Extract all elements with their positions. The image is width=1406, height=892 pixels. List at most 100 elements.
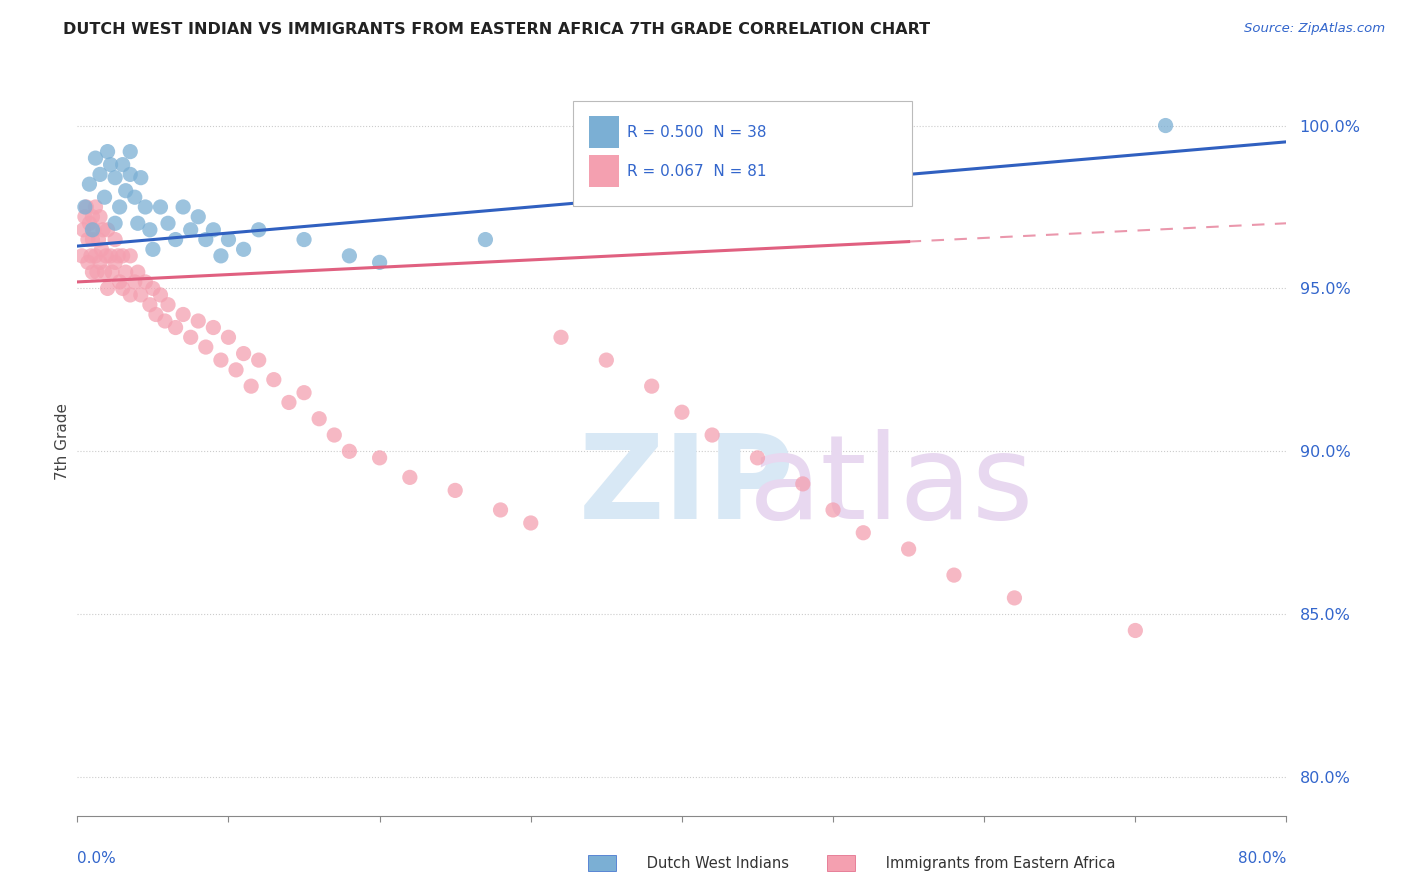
- Point: [157, 298, 180, 312]
- Point: [142, 281, 165, 295]
- Point: [93, 265, 115, 279]
- Point: [225, 363, 247, 377]
- Point: [82, 223, 104, 237]
- Point: [120, 288, 142, 302]
- Point: [72, 223, 94, 237]
- Point: [595, 353, 617, 368]
- Point: [108, 275, 131, 289]
- FancyBboxPatch shape: [588, 855, 616, 871]
- Point: [149, 200, 172, 214]
- Point: [82, 233, 104, 247]
- Point: [84, 249, 107, 263]
- Point: [79, 177, 101, 191]
- Text: Source: ZipAtlas.com: Source: ZipAtlas.com: [1244, 22, 1385, 36]
- Point: [129, 288, 152, 302]
- Point: [73, 200, 96, 214]
- Point: [247, 353, 270, 368]
- Point: [127, 265, 149, 279]
- Point: [111, 158, 134, 172]
- Point: [1154, 119, 1177, 133]
- Point: [153, 314, 176, 328]
- Point: [145, 308, 167, 322]
- Point: [91, 223, 114, 237]
- Point: [120, 249, 142, 263]
- Point: [73, 210, 96, 224]
- Point: [1123, 624, 1146, 638]
- Point: [671, 405, 693, 419]
- Point: [399, 470, 422, 484]
- Point: [278, 395, 301, 409]
- Point: [202, 320, 225, 334]
- Point: [520, 516, 543, 530]
- Point: [107, 249, 129, 263]
- Point: [77, 233, 100, 247]
- Point: [747, 450, 769, 465]
- Text: R = 0.067  N = 81: R = 0.067 N = 81: [627, 163, 768, 178]
- FancyBboxPatch shape: [589, 155, 619, 186]
- Text: 80.0%: 80.0%: [1239, 852, 1286, 866]
- Point: [337, 444, 360, 458]
- Point: [240, 379, 263, 393]
- Point: [308, 411, 330, 425]
- Point: [821, 503, 844, 517]
- Point: [100, 158, 122, 172]
- Point: [187, 210, 209, 224]
- Point: [852, 525, 875, 540]
- Point: [86, 265, 108, 279]
- Point: [157, 216, 180, 230]
- Point: [218, 330, 240, 344]
- Point: [104, 170, 127, 185]
- Point: [180, 223, 202, 237]
- Point: [111, 281, 134, 295]
- Point: [90, 243, 112, 257]
- FancyBboxPatch shape: [574, 101, 911, 205]
- Y-axis label: 7th Grade: 7th Grade: [55, 403, 70, 480]
- Point: [83, 223, 105, 237]
- Point: [75, 200, 97, 214]
- Point: [84, 200, 107, 214]
- Point: [1004, 591, 1026, 605]
- Point: [218, 233, 240, 247]
- Point: [108, 200, 131, 214]
- Point: [127, 216, 149, 230]
- Point: [142, 243, 165, 257]
- Point: [104, 255, 127, 269]
- Point: [165, 233, 187, 247]
- Point: [104, 216, 127, 230]
- Text: R = 0.500  N = 38: R = 0.500 N = 38: [627, 125, 768, 139]
- Point: [93, 190, 115, 204]
- Point: [180, 330, 202, 344]
- Point: [89, 168, 111, 182]
- Point: [474, 233, 496, 247]
- Point: [187, 314, 209, 328]
- Point: [368, 255, 391, 269]
- Point: [114, 265, 136, 279]
- Text: DUTCH WEST INDIAN VS IMMIGRANTS FROM EASTERN AFRICA 7TH GRADE CORRELATION CHART: DUTCH WEST INDIAN VS IMMIGRANTS FROM EAS…: [63, 22, 931, 37]
- Point: [94, 249, 117, 263]
- Point: [323, 428, 346, 442]
- Point: [194, 233, 217, 247]
- Text: ZIP: ZIP: [579, 429, 796, 544]
- Point: [124, 275, 146, 289]
- Point: [77, 255, 100, 269]
- Point: [942, 568, 965, 582]
- Point: [489, 503, 512, 517]
- Point: [120, 145, 142, 159]
- FancyBboxPatch shape: [827, 855, 855, 871]
- Point: [134, 275, 156, 289]
- Point: [550, 330, 572, 344]
- Point: [111, 249, 134, 263]
- Point: [134, 200, 156, 214]
- Point: [70, 249, 93, 263]
- Point: [641, 379, 664, 393]
- Point: [165, 320, 187, 334]
- Point: [263, 373, 285, 387]
- Point: [209, 353, 232, 368]
- Point: [292, 233, 315, 247]
- Point: [82, 210, 104, 224]
- Point: [139, 298, 162, 312]
- Point: [202, 223, 225, 237]
- Point: [897, 542, 920, 557]
- Point: [87, 233, 110, 247]
- Point: [89, 255, 111, 269]
